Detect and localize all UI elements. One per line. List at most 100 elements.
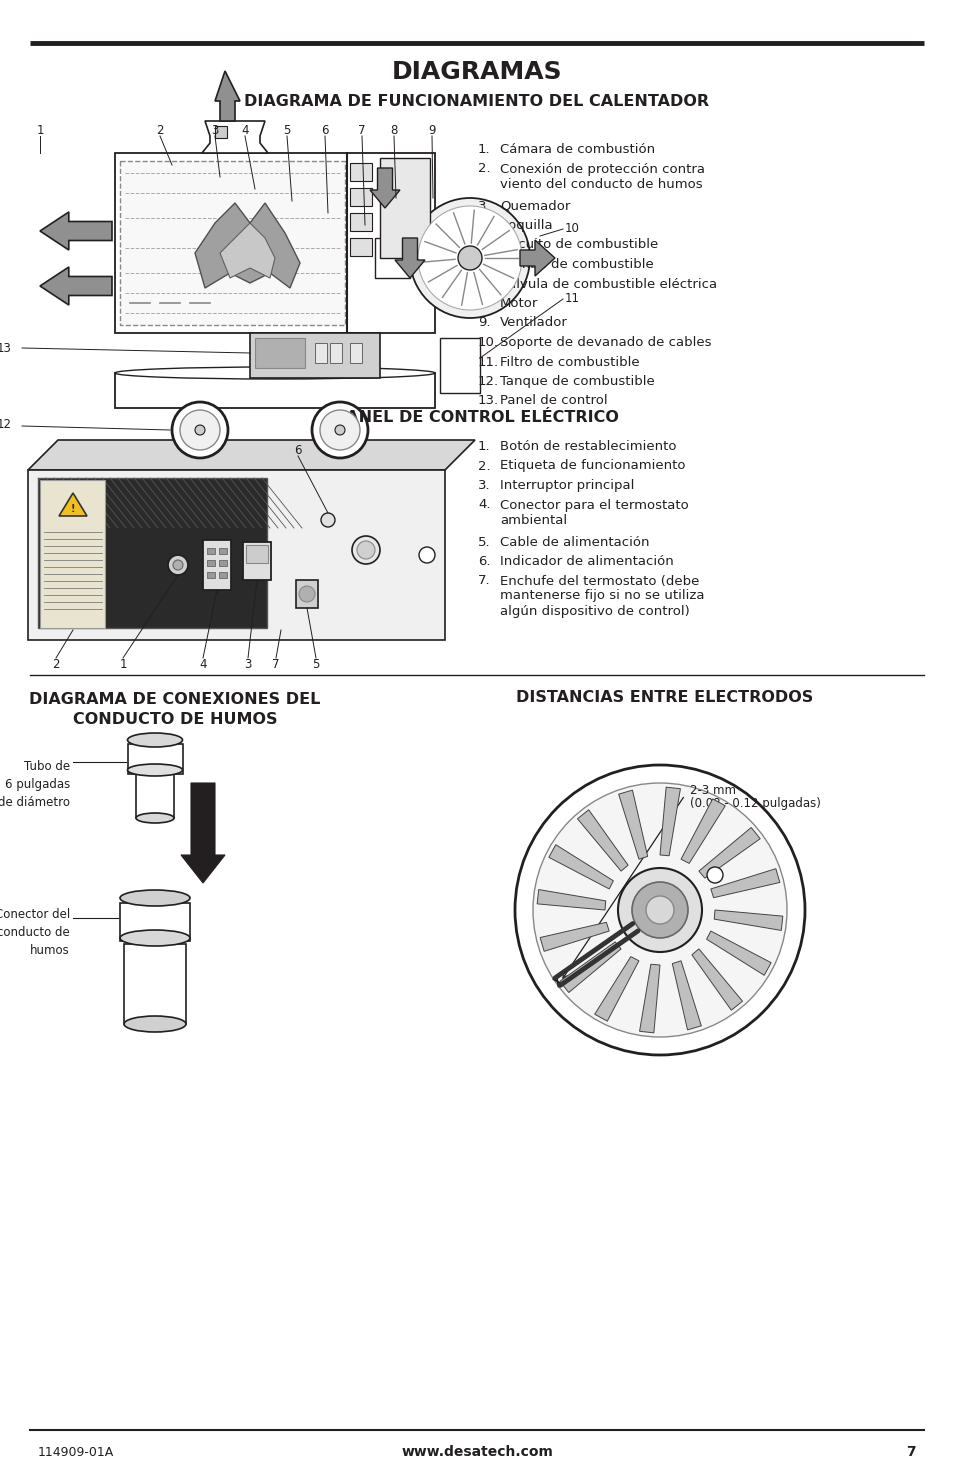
Text: Quemador: Quemador <box>499 199 570 212</box>
Text: 2.: 2. <box>477 162 490 176</box>
Text: 6.: 6. <box>477 258 490 271</box>
Text: 4.: 4. <box>477 218 490 232</box>
Bar <box>295 580 317 608</box>
Polygon shape <box>680 799 724 863</box>
Bar <box>219 560 227 566</box>
Text: 6: 6 <box>321 124 329 137</box>
Text: Conector para el termostato
ambiental: Conector para el termostato ambiental <box>499 499 688 527</box>
Polygon shape <box>710 869 779 898</box>
Text: Motor: Motor <box>499 296 537 310</box>
Bar <box>207 549 214 555</box>
Text: 5.: 5. <box>477 535 490 549</box>
Ellipse shape <box>124 1016 186 1032</box>
Bar <box>246 544 268 563</box>
Text: 4.: 4. <box>477 499 490 512</box>
Polygon shape <box>706 931 770 975</box>
Text: 5: 5 <box>283 124 291 137</box>
Text: Panel de control: Panel de control <box>499 394 607 407</box>
Bar <box>219 549 227 555</box>
Circle shape <box>320 513 335 527</box>
Text: 1.: 1. <box>477 143 490 156</box>
Bar <box>439 338 479 392</box>
Text: 3.: 3. <box>477 479 490 493</box>
Text: Indicador de alimentación: Indicador de alimentación <box>499 555 673 568</box>
Circle shape <box>618 867 701 951</box>
Circle shape <box>172 403 228 459</box>
Text: Ventilador: Ventilador <box>499 317 567 329</box>
Circle shape <box>417 207 521 310</box>
Polygon shape <box>220 223 274 277</box>
Text: 1.: 1. <box>477 440 490 453</box>
Text: Enchufe del termostato (debe
mantenerse fijo si no se utiliza
algún dispositivo : Enchufe del termostato (debe mantenerse … <box>499 574 703 618</box>
Ellipse shape <box>128 764 182 776</box>
Text: Tanque de combustible: Tanque de combustible <box>499 375 654 388</box>
Text: 7: 7 <box>905 1446 915 1459</box>
Text: Etiqueta de funcionamiento: Etiqueta de funcionamiento <box>499 460 685 472</box>
Text: Conector del
conducto de
humos: Conector del conducto de humos <box>0 909 70 957</box>
Ellipse shape <box>120 889 190 906</box>
Text: Soporte de devanado de cables: Soporte de devanado de cables <box>499 336 711 350</box>
Circle shape <box>515 766 804 1055</box>
Circle shape <box>172 560 183 569</box>
Text: 7.: 7. <box>477 574 490 587</box>
Polygon shape <box>40 267 112 305</box>
Text: 2.: 2. <box>477 460 490 472</box>
Circle shape <box>168 555 188 575</box>
Text: Interruptor principal: Interruptor principal <box>499 479 634 493</box>
Text: 6: 6 <box>294 444 301 456</box>
Text: 4: 4 <box>199 658 207 671</box>
Circle shape <box>356 541 375 559</box>
Bar <box>350 187 372 206</box>
Text: 5: 5 <box>312 658 319 671</box>
Text: Válvula de combustible eléctrica: Válvula de combustible eléctrica <box>499 277 717 291</box>
Polygon shape <box>202 121 268 153</box>
Bar <box>28 471 444 640</box>
Polygon shape <box>214 71 240 121</box>
Text: Filtro de combustible: Filtro de combustible <box>499 355 639 369</box>
Bar <box>379 158 430 258</box>
Circle shape <box>352 535 379 563</box>
Text: Cable de alimentación: Cable de alimentación <box>499 535 649 549</box>
Text: 10: 10 <box>564 221 579 235</box>
Text: 7.: 7. <box>477 277 490 291</box>
Text: 7: 7 <box>358 124 365 137</box>
Text: 2-3 mm: 2-3 mm <box>689 783 735 796</box>
Text: DIAGRAMA DE CONEXIONES DEL: DIAGRAMA DE CONEXIONES DEL <box>30 692 320 708</box>
Bar <box>375 237 410 277</box>
Text: DIAGRAMA DE FUNCIONAMIENTO DEL CALENTADOR: DIAGRAMA DE FUNCIONAMIENTO DEL CALENTADO… <box>244 93 709 109</box>
Polygon shape <box>539 922 609 951</box>
Polygon shape <box>672 960 700 1030</box>
Bar <box>207 560 214 566</box>
Text: Tubo de
6 pulgadas
de diámetro: Tubo de 6 pulgadas de diámetro <box>0 760 70 808</box>
Text: 3: 3 <box>244 658 252 671</box>
Circle shape <box>180 410 220 450</box>
Circle shape <box>706 867 722 884</box>
Text: 3.: 3. <box>477 199 490 212</box>
Polygon shape <box>559 943 620 993</box>
Text: 11.: 11. <box>477 355 498 369</box>
Polygon shape <box>699 827 760 878</box>
Text: CONDUCTO DE HUMOS: CONDUCTO DE HUMOS <box>72 712 277 727</box>
Text: 1: 1 <box>119 658 127 671</box>
Polygon shape <box>181 783 225 884</box>
Bar <box>243 541 271 580</box>
Polygon shape <box>714 910 782 931</box>
Text: 12: 12 <box>0 419 12 432</box>
Text: 13: 13 <box>0 342 12 354</box>
Text: PANEL DE CONTROL ELÉCTRICO: PANEL DE CONTROL ELÉCTRICO <box>335 410 618 425</box>
Bar <box>40 479 105 628</box>
Bar <box>128 743 183 774</box>
Text: Circuito de combustible: Circuito de combustible <box>499 239 658 252</box>
Polygon shape <box>548 845 613 889</box>
Circle shape <box>194 425 205 435</box>
Ellipse shape <box>136 813 173 823</box>
Bar <box>350 164 372 181</box>
Text: 9: 9 <box>428 124 436 137</box>
Bar <box>203 540 231 590</box>
Circle shape <box>457 246 481 270</box>
Text: DIAGRAMAS: DIAGRAMAS <box>392 60 561 84</box>
Bar <box>214 125 227 139</box>
Polygon shape <box>659 788 679 856</box>
Text: 6.: 6. <box>477 555 490 568</box>
Text: 12.: 12. <box>477 375 498 388</box>
